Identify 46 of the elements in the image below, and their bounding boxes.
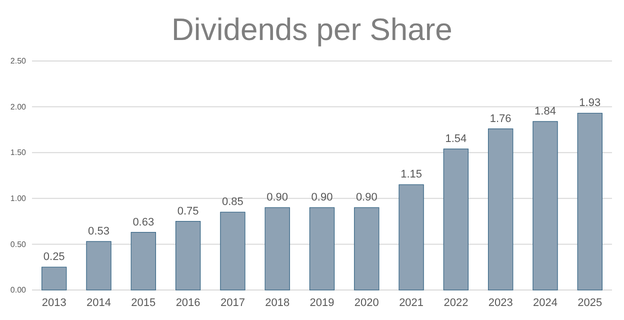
x-tick-label: 2017 xyxy=(220,296,245,309)
data-label: 1.54 xyxy=(445,132,467,145)
bar xyxy=(443,148,469,290)
data-label: 1.84 xyxy=(534,105,556,118)
data-label: 0.75 xyxy=(177,205,199,218)
y-tick-label: 1.00 xyxy=(10,194,27,203)
data-label: 0.25 xyxy=(43,251,65,264)
data-label: 0.53 xyxy=(88,225,110,238)
y-tick-label: 0.00 xyxy=(10,286,27,295)
bar xyxy=(175,221,201,290)
x-tick-label: 2014 xyxy=(86,296,111,309)
data-label: 0.63 xyxy=(132,216,154,228)
x-tick-label: 2013 xyxy=(42,296,66,309)
x-tick-label: 2018 xyxy=(265,296,290,309)
bar xyxy=(130,232,156,290)
bar xyxy=(220,212,246,290)
data-label: 0.90 xyxy=(356,192,378,204)
bar xyxy=(532,121,558,290)
x-tick-label: 2024 xyxy=(533,296,558,309)
data-label: 1.93 xyxy=(579,97,601,110)
bar xyxy=(398,184,424,290)
data-label: 1.15 xyxy=(400,168,422,181)
bar xyxy=(86,241,112,290)
data-label: 0.90 xyxy=(311,192,333,204)
x-tick-label: 2020 xyxy=(354,296,379,309)
y-tick-label: 0.50 xyxy=(10,240,27,249)
data-label: 0.85 xyxy=(222,196,244,208)
bar xyxy=(354,207,380,290)
bar xyxy=(577,112,602,290)
y-tick-label: 1.50 xyxy=(10,148,27,158)
y-tick-label: 2.50 xyxy=(10,56,27,66)
bar xyxy=(488,128,514,290)
bar xyxy=(309,207,335,290)
y-tick-label: 2.00 xyxy=(10,102,27,112)
x-tick-label: 2015 xyxy=(131,296,156,309)
bar xyxy=(264,207,290,290)
x-tick-label: 2021 xyxy=(399,296,424,309)
x-tick-label: 2019 xyxy=(310,296,334,309)
chart-title: Dividends per Share xyxy=(172,12,452,47)
x-tick-label: 2025 xyxy=(578,296,602,309)
x-tick-label: 2023 xyxy=(488,296,513,309)
x-tick-label: 2022 xyxy=(444,296,468,309)
data-label: 0.90 xyxy=(266,192,288,204)
x-tick-label: 2016 xyxy=(176,296,200,309)
bar xyxy=(42,266,67,290)
data-label: 1.76 xyxy=(490,112,512,125)
